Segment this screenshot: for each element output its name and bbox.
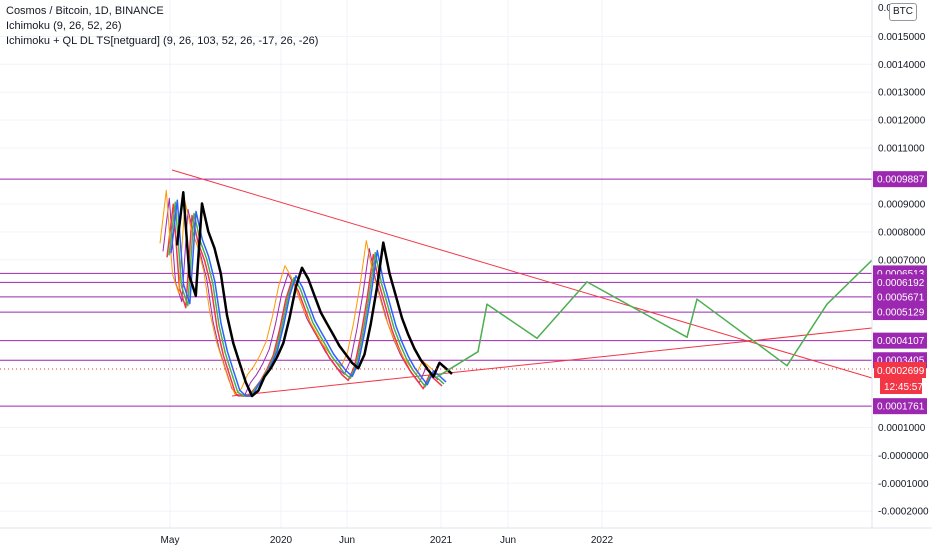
level-label-badge xyxy=(873,304,927,321)
descending-trend-line xyxy=(171,169,873,379)
y-tick-label: 0.0015000 xyxy=(878,32,926,43)
x-tick-label: 2022 xyxy=(591,535,614,546)
y-tick-label: -0.0001000 xyxy=(878,479,929,490)
level-label: 0.0001761 xyxy=(877,402,925,413)
level-label-badge xyxy=(873,332,927,349)
x-tick-label: 2021 xyxy=(430,535,453,546)
y-tick-label: 0.0012000 xyxy=(878,116,926,127)
level-label: 0.0006192 xyxy=(877,278,925,289)
current-price-label: 0.0002699 xyxy=(874,362,926,378)
x-tick-label: Jun xyxy=(339,535,355,546)
y-tick-label: 0.0007000 xyxy=(878,255,926,266)
projection-segment xyxy=(437,350,479,378)
countdown-value: 12:45:57 xyxy=(884,382,923,393)
projection-segment xyxy=(536,281,588,340)
projection-segment xyxy=(786,303,828,367)
projection-segment xyxy=(486,303,538,340)
ichimoku-span-b xyxy=(168,201,445,397)
level-label-badge xyxy=(873,288,927,305)
y-tick-label: 0.0001000 xyxy=(878,423,926,434)
time-axis[interactable] xyxy=(0,528,932,550)
ichimoku-span-a xyxy=(159,189,436,395)
current-price-badge xyxy=(874,362,926,378)
y-tick-label: 0.0009000 xyxy=(878,199,926,210)
time-axis-ticks: May 2020 Jun 2021 Jun 2022 xyxy=(161,535,614,546)
price-axis[interactable] xyxy=(872,0,932,528)
y-tick-label-top: 0.0 xyxy=(878,3,892,14)
level-label: 0.0004107 xyxy=(877,336,925,347)
grid xyxy=(0,0,872,528)
level-label: 0.0005129 xyxy=(877,308,925,319)
level-label-badge xyxy=(873,274,927,291)
price-axis-ticks: 0.00150000.00140000.00130000.00120000.00… xyxy=(878,3,929,518)
currency-badge[interactable]: BTC xyxy=(889,3,917,21)
price-series xyxy=(159,189,453,398)
level-label: 0.0003405 xyxy=(877,356,925,367)
y-tick-label: 0.0008000 xyxy=(878,227,926,238)
projection-segment xyxy=(696,298,788,367)
projection-segment xyxy=(586,281,688,338)
x-tick-label: 2020 xyxy=(270,535,293,546)
y-tick-label: -0.0000000 xyxy=(878,451,929,462)
level-label-badge xyxy=(873,171,927,188)
y-tick-label: -0.0002000 xyxy=(878,507,929,518)
plot-area[interactable] xyxy=(0,0,872,528)
projection-segment xyxy=(477,303,488,353)
ascending-trend-line xyxy=(231,327,873,397)
trend-lines xyxy=(171,169,873,397)
symbol-title[interactable]: Cosmos / Bitcoin, 1D, BINANCE xyxy=(6,5,164,17)
level-labels: 0.00098870.00065130.00061920.00056710.00… xyxy=(873,171,927,415)
ichimoku-conversion-line xyxy=(170,199,447,397)
level-label: 0.0009887 xyxy=(877,175,925,186)
x-tick-label: Jun xyxy=(500,535,516,546)
indicator-ichimoku[interactable]: Ichimoku (9, 26, 52, 26) xyxy=(6,20,122,32)
y-tick-label: 0.0011000 xyxy=(878,144,925,155)
level-label-badge xyxy=(873,398,927,415)
countdown-label: 12:45:57 xyxy=(880,378,923,394)
current-price-value: 0.0002699 xyxy=(877,366,925,377)
ichimoku-base-line xyxy=(166,203,443,397)
ichimoku-lagging-line xyxy=(175,191,453,398)
projection-segment xyxy=(686,298,698,338)
y-tick-label: 0.0014000 xyxy=(878,60,926,71)
x-tick-label: May xyxy=(161,535,180,546)
indicator-ichimoku-ql[interactable]: Ichimoku + QL DL TS[netguard] (9, 26, 10… xyxy=(6,35,319,47)
horizontal-levels xyxy=(0,178,872,407)
chart-legend: Cosmos / Bitcoin, 1D, BINANCE Ichimoku (… xyxy=(6,4,318,49)
y-tick-label: 0.0013000 xyxy=(878,88,926,99)
level-label: 0.0005671 xyxy=(877,292,925,303)
countdown-badge xyxy=(880,378,922,394)
